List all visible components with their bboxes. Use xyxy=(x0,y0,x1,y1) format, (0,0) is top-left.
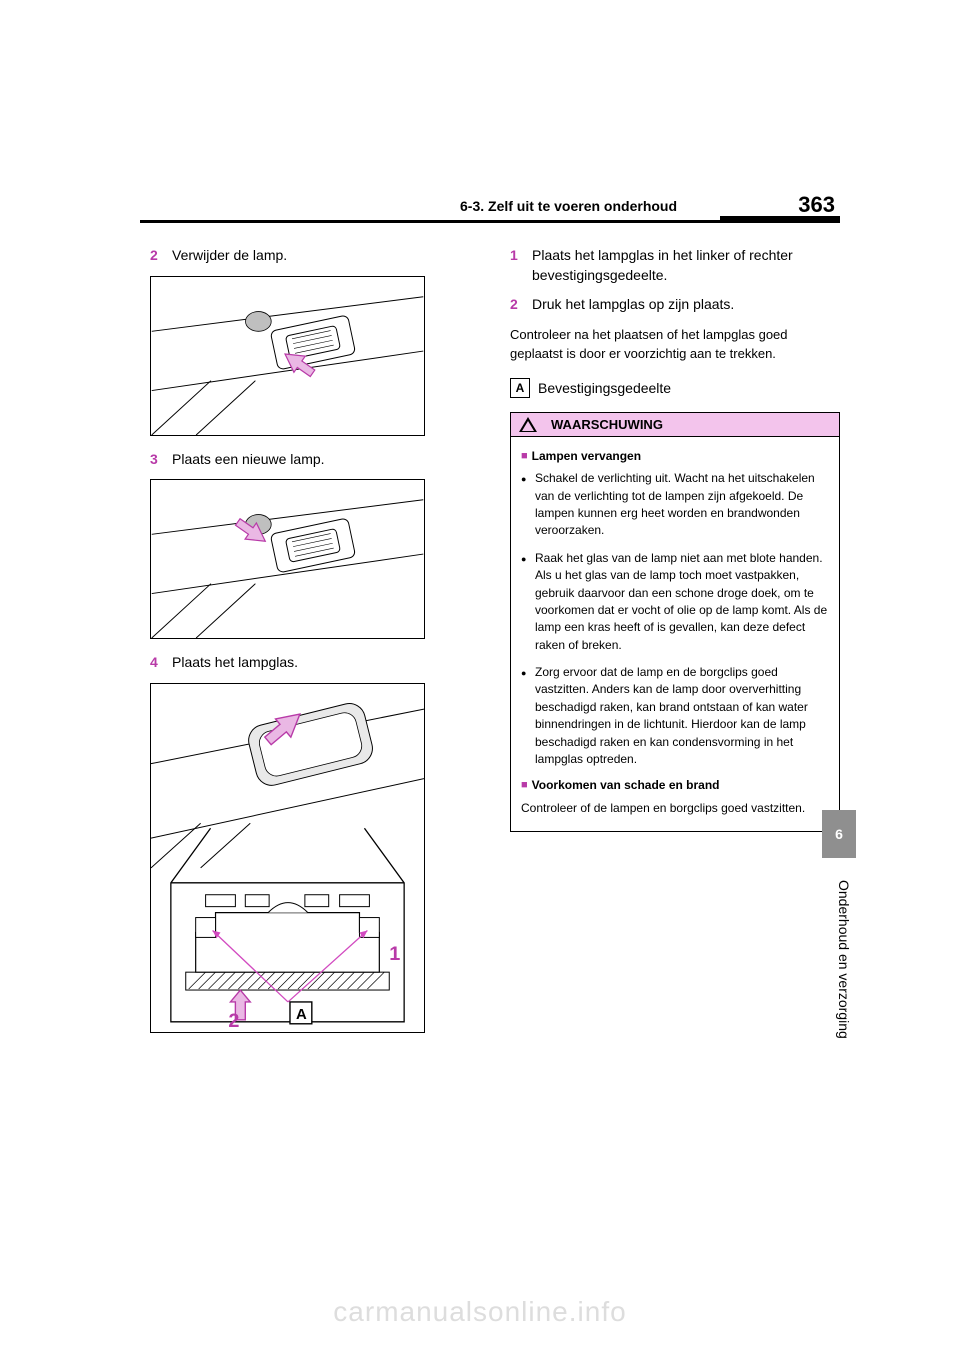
warning-subhead-1: ■ Lampen vervangen xyxy=(521,449,829,464)
warning-subhead-text: Lampen vervangen xyxy=(532,449,641,463)
step-3: 3 Plaats een nieuwe lamp. xyxy=(150,450,480,470)
step-2r: 2 Druk het lampglas op zijn plaats. xyxy=(510,295,840,315)
svg-text:2: 2 xyxy=(228,1010,239,1032)
legend-letter-box: A xyxy=(510,378,530,398)
square-bullet-icon: ■ xyxy=(521,449,528,464)
step-1r: 1 Plaats het lampglas in het linker of r… xyxy=(510,246,840,285)
warning-box: WAARSCHUWING ■ Lampen vervangen Schakel … xyxy=(510,412,840,832)
step-text: Plaats het lampglas in het linker of rec… xyxy=(532,246,840,285)
figure-remove-lamp xyxy=(150,276,425,436)
bullet-icon xyxy=(521,470,535,540)
step-text: Druk het lampglas op zijn plaats. xyxy=(532,295,840,315)
warning-icon xyxy=(519,417,537,432)
step-number: 4 xyxy=(150,653,172,673)
bullet-icon xyxy=(521,664,535,768)
step-4: 4 Plaats het lampglas. xyxy=(150,653,480,673)
figure-insert-lamp xyxy=(150,479,425,639)
step-number: 2 xyxy=(150,246,172,266)
chapter-side-label: Onderhoud en verzorging xyxy=(836,880,852,1039)
header-rule xyxy=(140,220,840,223)
square-bullet-icon: ■ xyxy=(521,778,528,793)
content-columns: 2 Verwijder de lamp. xyxy=(150,240,840,1047)
legend-row: A Bevestigingsgedeelte xyxy=(510,378,840,398)
watermark: carmanualsonline.info xyxy=(0,1296,960,1328)
warning-paragraph: Controleer of de lampen en borgclips goe… xyxy=(521,800,829,817)
bullet-icon xyxy=(521,550,535,654)
svg-text:1: 1 xyxy=(389,943,400,965)
warning-title: WAARSCHUWING xyxy=(551,417,663,432)
warning-bullet: Zorg ervoor dat de lamp en de borgclips … xyxy=(521,664,829,768)
step-text: Verwijder de lamp. xyxy=(172,246,480,266)
legend-text: Bevestigingsgedeelte xyxy=(538,380,671,396)
warning-bullet-text: Zorg ervoor dat de lamp en de borgclips … xyxy=(535,664,829,768)
step-number: 1 xyxy=(510,246,532,285)
warning-subhead-2: ■ Voorkomen van schade en brand xyxy=(521,778,829,793)
chapter-tab: 6 xyxy=(822,810,856,858)
figure-install-cover: 1 2 A xyxy=(150,683,425,1033)
left-column: 2 Verwijder de lamp. xyxy=(150,240,480,1047)
note-paragraph: Controleer na het plaatsen of het lampgl… xyxy=(510,325,840,364)
warning-bullet-text: Raak het glas van de lamp niet aan met b… xyxy=(535,550,829,654)
warning-subhead-text: Voorkomen van schade en brand xyxy=(532,778,720,792)
section-label: 6-3. Zelf uit te voeren onderhoud xyxy=(460,198,677,214)
warning-bullet: Raak het glas van de lamp niet aan met b… xyxy=(521,550,829,654)
step-text: Plaats een nieuwe lamp. xyxy=(172,450,480,470)
step-2: 2 Verwijder de lamp. xyxy=(150,246,480,266)
page-number: 363 xyxy=(798,192,835,218)
warning-bullet: Schakel de verlichting uit. Wacht na het… xyxy=(521,470,829,540)
step-number: 3 xyxy=(150,450,172,470)
warning-body: ■ Lampen vervangen Schakel de verlichtin… xyxy=(511,437,839,831)
right-column: 1 Plaats het lampglas in het linker of r… xyxy=(510,240,840,1047)
step-number: 2 xyxy=(510,295,532,315)
step-text: Plaats het lampglas. xyxy=(172,653,480,673)
warning-bullet-text: Schakel de verlichting uit. Wacht na het… xyxy=(535,470,829,540)
warning-header: WAARSCHUWING xyxy=(511,413,839,437)
svg-text:A: A xyxy=(296,1007,307,1023)
